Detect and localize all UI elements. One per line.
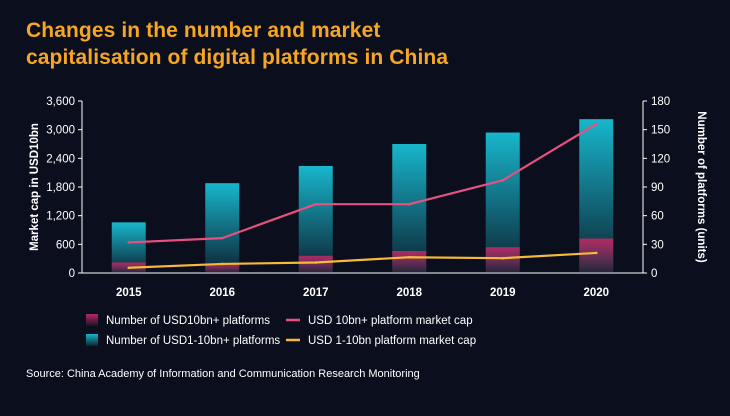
x-axis-tick-label: 2019 (490, 287, 516, 299)
legend-label-usd10bn-platforms: Number of USD10bn+ platforms (106, 315, 270, 327)
right-axis-tick-label: 60 (651, 211, 664, 223)
point-usd1-10bn-market-cap (501, 256, 505, 260)
legend-swatch-usd10bn-platforms (86, 314, 98, 326)
left-axis-tick-label: 1,200 (46, 211, 75, 223)
left-axis-title: Market cap in USD10bn (29, 123, 41, 251)
point-usd10bn-market-cap (594, 122, 598, 126)
point-usd10bn-market-cap (407, 202, 411, 206)
point-usd1-10bn-market-cap (407, 255, 411, 259)
x-axis-tick-label: 2018 (396, 287, 422, 299)
left-axis-tick-label: 3,000 (46, 125, 75, 137)
bar-usd10bn-platforms (298, 255, 333, 273)
left-axis-tick-label: 3,600 (46, 96, 75, 108)
right-axis-title: Number of platforms (units) (695, 111, 707, 263)
point-usd10bn-market-cap (220, 236, 224, 240)
left-axis-tick-label: 600 (56, 239, 75, 251)
right-axis-tick-label: 30 (651, 239, 664, 251)
x-axis-tick-label: 2016 (209, 287, 235, 299)
legend-label-usd10bn-market-cap: USD 10bn+ platform market cap (308, 315, 473, 327)
point-usd10bn-market-cap (127, 241, 131, 244)
legend-label-usd1-10bn-market-cap: USD 1-10bn platform market cap (308, 335, 476, 347)
legend-swatch-usd1-10bn-platforms (86, 334, 98, 346)
point-usd10bn-market-cap (501, 179, 505, 182)
left-axis-tick-label: 1,800 (46, 182, 75, 194)
right-axis-tick-label: 90 (651, 182, 664, 194)
point-usd1-10bn-market-cap (220, 262, 224, 266)
bar-usd1-10bn-platforms (298, 165, 333, 273)
line-usd1-10bn-market-cap (128, 251, 597, 269)
point-usd1-10bn-market-cap (127, 266, 131, 270)
chart-source-note: Source: China Academy of Information and… (26, 368, 420, 380)
bar-usd10bn-platforms (205, 263, 240, 273)
bar-usd10bn-platforms (392, 251, 427, 273)
left-axis-tick-label: 0 (69, 268, 75, 280)
point-usd1-10bn-market-cap (594, 251, 598, 255)
bar-usd1-10bn-platforms (205, 183, 240, 273)
x-axis-tick-label: 2020 (583, 287, 609, 299)
point-usd1-10bn-market-cap (314, 261, 318, 264)
bar-usd10bn-platforms (485, 247, 520, 273)
right-axis-tick-label: 180 (651, 96, 670, 108)
x-axis-tick-label: 2017 (303, 287, 329, 299)
left-axis-tick-label: 2,400 (46, 153, 75, 165)
right-axis-tick-label: 0 (651, 268, 657, 280)
right-axis-tick-label: 150 (651, 125, 670, 137)
legend-label-usd1-10bn-platforms: Number of USD1-10bn+ platforms (106, 335, 280, 347)
x-axis-tick-label: 2015 (116, 287, 142, 299)
right-axis-tick-label: 120 (651, 153, 670, 165)
bar-usd10bn-platforms (579, 238, 614, 273)
chart-title-line-2: capitalisation of digital platforms in C… (26, 46, 449, 69)
line-usd10bn-market-cap (128, 122, 597, 244)
chart-title-line-1: Changes in the number and market (26, 19, 381, 42)
point-usd10bn-market-cap (314, 202, 318, 206)
